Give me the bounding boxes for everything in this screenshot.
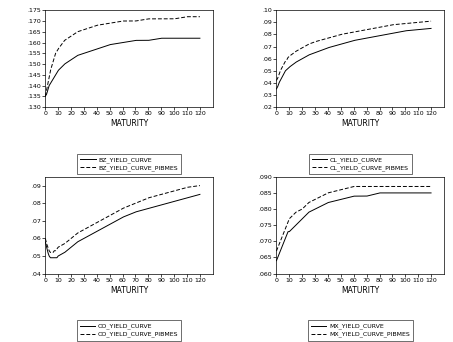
- MX_YIELD_CURVE: [313, 207, 319, 211]
- BZ_YIELD_CURVE: [43, 94, 48, 98]
- MX_YIELD_CURVE_PIBMES: [313, 197, 319, 201]
- BZ_YIELD_CURVE: [197, 36, 202, 40]
- CO_YIELD_CURVE: [43, 240, 48, 244]
- BZ_YIELD_CURVE: [82, 51, 88, 55]
- MX_YIELD_CURVE_PIBMES: [429, 184, 434, 188]
- CO_YIELD_CURVE_PIBMES: [134, 201, 140, 205]
- MX_YIELD_CURVE_PIBMES: [351, 184, 357, 188]
- CL_YIELD_CURVE: [274, 87, 279, 91]
- CO_YIELD_CURVE: [146, 206, 151, 210]
- CO_YIELD_CURVE_PIBMES: [197, 184, 202, 188]
- BZ_YIELD_CURVE_PIBMES: [112, 20, 118, 24]
- Line: BZ_YIELD_CURVE_PIBMES: BZ_YIELD_CURVE_PIBMES: [45, 17, 200, 96]
- MX_YIELD_CURVE_PIBMES: [365, 184, 371, 188]
- CL_YIELD_CURVE: [365, 36, 370, 40]
- X-axis label: MATURITY: MATURITY: [110, 286, 148, 294]
- Line: CL_YIELD_CURVE: CL_YIELD_CURVE: [276, 28, 431, 89]
- CO_YIELD_CURVE_PIBMES: [70, 235, 76, 239]
- BZ_YIELD_CURVE_PIBMES: [146, 17, 151, 21]
- CL_YIELD_CURVE_PIBMES: [274, 78, 279, 82]
- Line: CL_YIELD_CURVE_PIBMES: CL_YIELD_CURVE_PIBMES: [276, 21, 431, 80]
- MX_YIELD_CURVE_PIBMES: [390, 184, 396, 188]
- CO_YIELD_CURVE: [159, 203, 165, 207]
- BZ_YIELD_CURVE_PIBMES: [70, 33, 75, 37]
- CO_YIELD_CURVE_PIBMES: [48, 250, 53, 254]
- Line: MX_YIELD_CURVE: MX_YIELD_CURVE: [276, 193, 431, 261]
- BZ_YIELD_CURVE: [146, 38, 151, 42]
- Legend: BZ_YIELD_CURVE, BZ_YIELD_CURVE_PIBMES: BZ_YIELD_CURVE, BZ_YIELD_CURVE_PIBMES: [77, 154, 181, 174]
- X-axis label: MATURITY: MATURITY: [341, 286, 379, 294]
- Legend: MX_YIELD_CURVE, MX_YIELD_CURVE_PIBMES: MX_YIELD_CURVE, MX_YIELD_CURVE_PIBMES: [308, 320, 413, 341]
- BZ_YIELD_CURVE_PIBMES: [43, 94, 48, 98]
- MX_YIELD_CURVE_PIBMES: [377, 184, 383, 188]
- MX_YIELD_CURVE: [365, 194, 370, 198]
- BZ_YIELD_CURVE_PIBMES: [184, 15, 190, 19]
- CL_YIELD_CURVE: [344, 41, 349, 45]
- MX_YIELD_CURVE: [274, 259, 279, 263]
- X-axis label: MATURITY: MATURITY: [341, 119, 379, 128]
- CL_YIELD_CURVE: [301, 56, 307, 60]
- CL_YIELD_CURVE: [377, 34, 382, 38]
- BZ_YIELD_CURVE_PIBMES: [159, 17, 164, 21]
- MX_YIELD_CURVE_PIBMES: [344, 186, 349, 190]
- Line: MX_YIELD_CURVE_PIBMES: MX_YIELD_CURVE_PIBMES: [276, 186, 431, 251]
- MX_YIELD_CURVE: [377, 191, 382, 195]
- BZ_YIELD_CURVE: [134, 38, 139, 42]
- CO_YIELD_CURVE_PIBMES: [146, 196, 151, 200]
- CO_YIELD_CURVE_PIBMES: [159, 192, 165, 196]
- CO_YIELD_CURVE: [82, 236, 88, 240]
- CO_YIELD_CURVE: [48, 256, 53, 260]
- CO_YIELD_CURVE: [70, 244, 76, 248]
- CL_YIELD_CURVE_PIBMES: [390, 23, 395, 27]
- MX_YIELD_CURVE: [390, 191, 396, 195]
- CO_YIELD_CURVE_PIBMES: [82, 227, 88, 231]
- BZ_YIELD_CURVE_PIBMES: [82, 27, 88, 31]
- CO_YIELD_CURVE: [134, 210, 140, 214]
- CL_YIELD_CURVE: [390, 31, 395, 35]
- CO_YIELD_CURVE_PIBMES: [113, 210, 118, 214]
- BZ_YIELD_CURVE_PIBMES: [134, 19, 139, 23]
- MX_YIELD_CURVE: [429, 191, 434, 195]
- CL_YIELD_CURVE_PIBMES: [313, 39, 319, 43]
- BZ_YIELD_CURVE_PIBMES: [197, 15, 202, 19]
- X-axis label: MATURITY: MATURITY: [110, 119, 148, 128]
- Line: CO_YIELD_CURVE: CO_YIELD_CURVE: [45, 194, 200, 258]
- CL_YIELD_CURVE_PIBMES: [429, 19, 434, 23]
- CO_YIELD_CURVE: [113, 219, 118, 223]
- CO_YIELD_CURVE_PIBMES: [43, 236, 48, 240]
- CL_YIELD_CURVE: [313, 50, 319, 54]
- CL_YIELD_CURVE_PIBMES: [344, 31, 349, 36]
- MX_YIELD_CURVE: [344, 196, 349, 200]
- CO_YIELD_CURVE: [197, 192, 202, 196]
- BZ_YIELD_CURVE: [112, 42, 118, 46]
- MX_YIELD_CURVE_PIBMES: [301, 206, 307, 210]
- MX_YIELD_CURVE: [301, 215, 307, 219]
- BZ_YIELD_CURVE: [70, 57, 75, 61]
- CL_YIELD_CURVE_PIBMES: [365, 27, 370, 31]
- BZ_YIELD_CURVE: [159, 36, 165, 40]
- CL_YIELD_CURVE_PIBMES: [377, 25, 382, 29]
- MX_YIELD_CURVE_PIBMES: [274, 249, 279, 253]
- MX_YIELD_CURVE: [377, 191, 383, 195]
- Line: BZ_YIELD_CURVE: BZ_YIELD_CURVE: [45, 38, 200, 96]
- Legend: CL_YIELD_CURVE, CL_YIELD_CURVE_PIBMES: CL_YIELD_CURVE, CL_YIELD_CURVE_PIBMES: [308, 154, 412, 174]
- Legend: CO_YIELD_CURVE, CO_YIELD_CURVE_PIBMES: CO_YIELD_CURVE, CO_YIELD_CURVE_PIBMES: [77, 320, 182, 341]
- CL_YIELD_CURVE: [429, 26, 434, 30]
- Line: CO_YIELD_CURVE_PIBMES: CO_YIELD_CURVE_PIBMES: [45, 186, 200, 252]
- BZ_YIELD_CURVE: [159, 36, 164, 40]
- CL_YIELD_CURVE_PIBMES: [301, 45, 307, 49]
